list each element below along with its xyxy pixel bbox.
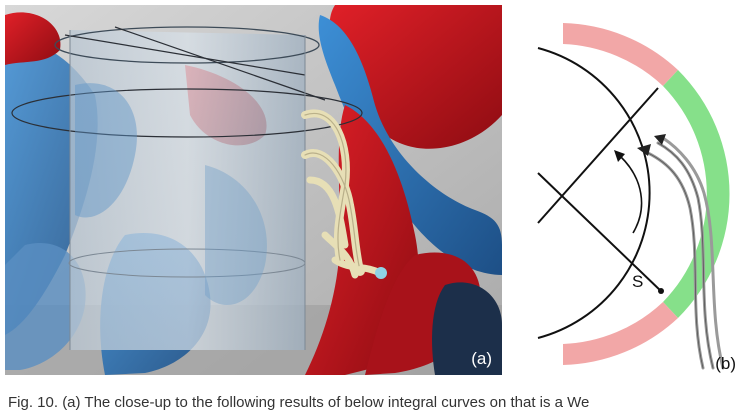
cylinder-body <box>70 30 305 350</box>
cylinder-diagonal-1 <box>64 34 306 76</box>
vortex-inside-1 <box>75 83 137 218</box>
axis-line-2 <box>537 172 664 294</box>
separation-point-label: S <box>632 272 644 291</box>
cylinder-section <box>537 47 651 339</box>
figure-caption: Fig. 10. (a) The close-up to the followi… <box>8 394 590 411</box>
panel-b-label: (b) <box>715 354 736 373</box>
shadow-bottomright <box>432 282 502 375</box>
panel-a-label: (a) <box>471 349 492 368</box>
cylinder-top-rim <box>54 26 320 64</box>
ring-red-top <box>563 23 678 86</box>
curve-arrowhead-1 <box>637 144 651 156</box>
rotation-arrowhead <box>614 150 625 162</box>
streamline-end-cap <box>375 267 387 279</box>
separation-point-dot <box>658 288 664 294</box>
vortex-red-topleft <box>5 12 61 65</box>
vortex-blue-bottomleft <box>5 243 86 370</box>
vortex-render <box>5 5 502 375</box>
cylinder-band <box>11 88 363 138</box>
axis-line-1 <box>537 87 659 224</box>
schematic-diagram <box>537 23 730 370</box>
panel-a-render: (a) <box>5 5 502 375</box>
rotation-arc <box>619 155 643 234</box>
cylinder-diagonal-2 <box>114 26 326 101</box>
curve-arrowhead-2 <box>654 134 666 145</box>
vortex-blue-right <box>318 15 502 275</box>
vortex-inside-2 <box>205 165 267 305</box>
streamline-seed <box>355 266 365 276</box>
ring-red-bottom <box>563 302 678 365</box>
panel-b-schematic: S (b) <box>508 8 744 378</box>
